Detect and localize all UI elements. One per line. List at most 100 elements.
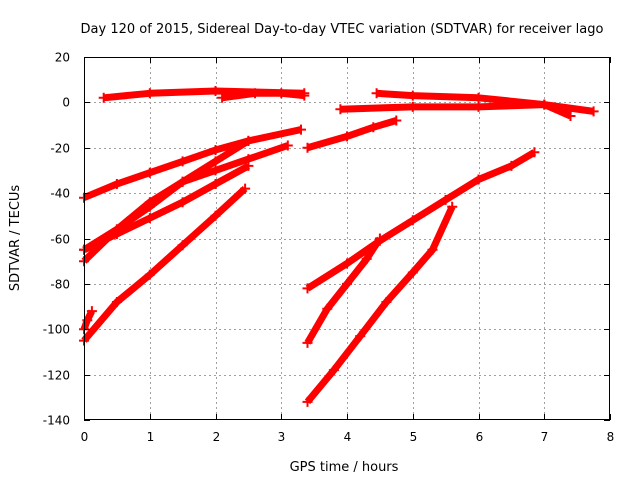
y-tick-label: -60 [50,233,70,247]
x-tick-label: 5 [410,430,418,444]
data-point-marker [217,92,228,103]
x-axis-label: GPS time / hours [290,460,399,475]
series-track-line [306,117,398,152]
data-point-marker [282,140,293,151]
series-track-12 [302,147,540,294]
data-point-marker [342,278,352,289]
data-point-marker [86,306,97,317]
data-point-marker [302,142,313,153]
series-track-7 [79,183,251,346]
data-point-marker [368,122,379,133]
data-point-marker [447,201,458,212]
series-track-13 [302,233,385,348]
y-tick-label: -20 [50,142,70,156]
data-point-marker [407,90,418,101]
y-tick-label: -140 [43,414,70,428]
data-point-marker [588,106,599,117]
data-point-marker [210,156,221,167]
data-point-marker [82,315,93,326]
y-axis-label: SDTVAR / TECUs [8,185,23,292]
data-point-marker [210,210,221,221]
y-tick-label: -100 [43,323,70,337]
data-point-marker [506,160,517,171]
data-point-marker [355,331,366,342]
data-point-marker [111,297,122,307]
y-tick-label: 0 [62,96,70,110]
y-tick-label: -80 [50,278,70,292]
data-point-marker [177,176,188,187]
data-point-marker [539,99,550,110]
y-tick-label: -40 [50,187,70,201]
data-point-marker [210,145,221,155]
data-point-marker [240,183,251,194]
data-point-marker [302,396,313,407]
data-point-marker [302,283,313,294]
data-point-marker [144,88,155,99]
series-track-2 [217,88,310,103]
data-point-marker [177,240,188,251]
series-track-line [82,162,251,253]
series-track-3 [79,124,306,203]
data-point-marker [144,197,155,208]
series-track-line [81,186,248,343]
x-tick-label: 3 [278,430,286,444]
data-point-marker [210,165,221,176]
data-point-marker [299,90,310,101]
data-point-marker [111,229,122,239]
x-tick-label: 0 [81,430,89,444]
data-point-marker [473,101,484,112]
data-point-marker [296,124,306,135]
series-layer [79,86,599,407]
data-point-marker [371,88,382,99]
grid-layer [84,57,610,420]
data-point-marker [210,86,221,96]
data-point-marker [98,92,109,103]
data-point-marker [440,194,451,205]
x-tick-label: 1 [147,430,155,444]
data-point-marker [243,135,254,146]
data-point-marker [427,244,438,255]
data-point-marker [144,167,155,178]
data-point-marker [111,179,122,189]
data-point-marker [381,297,392,307]
data-point-marker [177,197,188,208]
data-point-marker [144,213,155,224]
x-tick-label: 4 [344,430,352,444]
data-point-marker [407,267,418,278]
data-point-marker [407,101,418,112]
data-point-marker [565,111,576,121]
chart-title: Day 120 of 2015, Sidereal Day-to-day VTE… [81,22,604,37]
tick-layer: 0 1 2 3 4 5 6 7 8 -140 -120 -100 -80 -60 -40 -20 0 20 [43,51,615,445]
data-point-marker [407,215,418,226]
data-point-marker [322,303,333,314]
data-point-marker [529,147,540,158]
data-point-marker [144,269,155,280]
data-point-marker [374,233,385,244]
data-point-marker [361,253,372,264]
data-point-marker [250,88,260,99]
data-point-marker [335,104,346,115]
y-tick-label: 20 [55,51,70,65]
data-point-marker [342,258,352,269]
data-point-marker [342,131,352,142]
data-point-marker [473,92,484,103]
x-tick-label: 8 [607,430,615,444]
x-tick-label: 2 [213,430,221,444]
data-point-marker [473,174,484,185]
data-point-marker [210,179,221,189]
series-track-10 [335,99,599,117]
x-tick-label: 6 [476,430,484,444]
series-track-14 [302,201,458,407]
y-tick-label: -120 [43,369,70,383]
series-track-line [221,89,305,102]
data-point-marker [177,156,188,167]
data-point-marker [276,88,287,99]
x-tick-label: 7 [541,430,549,444]
series-track-11 [371,88,576,121]
data-point-marker [243,160,254,171]
data-point-marker [328,365,339,376]
series-track-9 [302,115,402,153]
series-track-line [305,149,537,292]
